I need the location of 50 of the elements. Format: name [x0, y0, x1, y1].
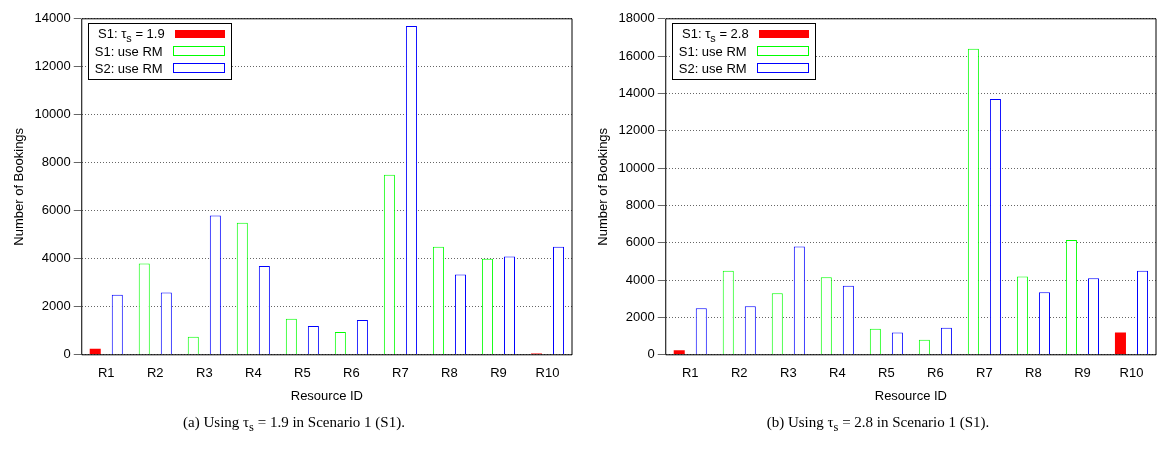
x-tick-label: R3: [780, 365, 797, 381]
legend-label: S2: use RM: [678, 60, 747, 76]
legend-label: S2: use RM: [94, 60, 163, 76]
y-tick-label: 12000: [34, 58, 71, 74]
y-tick-label: 4000: [625, 271, 655, 287]
y-tick-label: 18000: [618, 10, 655, 26]
x-tick-label: R4: [829, 365, 846, 381]
x-tick-label: R5: [294, 365, 311, 381]
y-tick-label: 4000: [41, 250, 71, 266]
x-tick-label: R1: [97, 365, 115, 381]
x-tick-label: R2: [730, 365, 748, 381]
y-tick-label: 0: [63, 346, 71, 362]
legend-label: S1: τ$_{s}$ = 1.9: [98, 25, 165, 44]
y-tick-label: 10000: [34, 106, 71, 122]
y-tick-label: 2000: [41, 298, 71, 314]
x-tick-label: R10: [535, 365, 560, 381]
y-tick-label: 12000: [618, 122, 655, 138]
y-tick-label: 14000: [34, 10, 71, 26]
x-tick-label: R6: [343, 365, 360, 381]
x-tick-label: R7: [976, 365, 993, 381]
y-axis-title: Number of Bookings: [11, 127, 27, 246]
x-tick-label: R6: [927, 365, 944, 381]
legend-label: S1: use RM: [94, 43, 163, 59]
x-tick-label: R3: [196, 365, 213, 381]
y-tick-label: 16000: [618, 47, 655, 63]
legend-label: S1: use RM: [678, 43, 747, 59]
x-tick-label: R5: [878, 365, 895, 381]
x-tick-label: R9: [490, 365, 507, 381]
x-tick-label: R7: [392, 365, 409, 381]
y-tick-label: 8000: [625, 197, 655, 213]
x-tick-label: R10: [1119, 365, 1144, 381]
x-tick-label: R9: [1074, 365, 1091, 381]
x-tick-label: R8: [441, 365, 458, 381]
y-axis-title: Number of Bookings: [595, 127, 611, 246]
y-tick-label: 2000: [625, 309, 655, 325]
y-tick-label: 8000: [41, 154, 71, 170]
y-tick-label: 0: [647, 346, 655, 362]
y-tick-label: 10000: [618, 159, 655, 175]
y-tick-label: 6000: [625, 234, 655, 250]
x-axis-title: Resource ID: [290, 387, 363, 403]
text: (a) Using τ$_{s}$ = 1.9 in Scenario 1 (S1).: [182, 414, 406, 435]
x-tick-label: R8: [1025, 365, 1042, 381]
legend-label: S1: τ$_{s}$ = 2.8: [682, 25, 749, 44]
x-tick-label: R2: [146, 365, 164, 381]
x-axis-title: Resource ID: [874, 387, 947, 403]
x-tick-label: R4: [245, 365, 262, 381]
y-tick-label: 14000: [618, 85, 655, 101]
x-tick-label: R1: [681, 365, 699, 381]
text: (b) Using τ$_{s}$ = 2.8 in Scenario 1 (S1).: [765, 414, 991, 435]
y-tick-label: 6000: [41, 202, 71, 218]
